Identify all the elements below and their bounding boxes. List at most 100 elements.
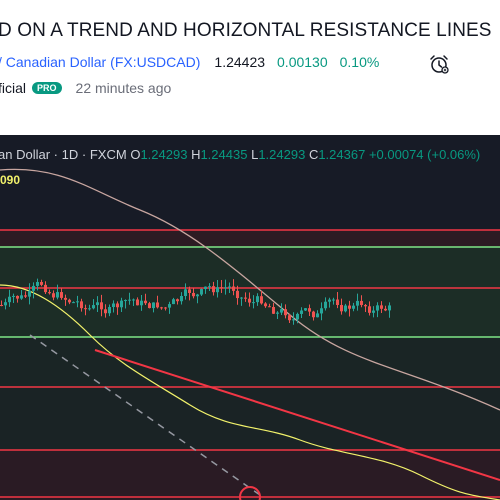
candle-body xyxy=(232,286,235,291)
candle-body xyxy=(120,300,123,308)
candle-body xyxy=(252,302,255,304)
legend-low-label: L xyxy=(251,147,259,162)
price-chart[interactable]: an Dollar · 1D · FXCM O1.24293 H1.24435 … xyxy=(0,135,500,500)
symbol-row: / Canadian Dollar (FX:USDCAD) 1.24423 0.001… xyxy=(0,54,379,74)
candle-body xyxy=(124,300,127,302)
candle-body xyxy=(332,299,335,301)
idea-title: D ON A TREND AND HORIZONTAL RESISTANCE L… xyxy=(0,20,492,41)
candle-body xyxy=(364,305,367,307)
candle-body xyxy=(352,305,355,309)
legend-open: 1.24293 xyxy=(140,147,188,162)
candle-body xyxy=(36,282,39,286)
alarm-clock-icon[interactable] xyxy=(428,53,450,75)
candle-body xyxy=(304,308,307,311)
candle-body xyxy=(72,302,75,304)
candle-body xyxy=(116,303,119,308)
symbol-name-link[interactable]: / Canadian Dollar xyxy=(0,54,107,70)
candle-body xyxy=(192,292,195,297)
candle-body xyxy=(4,302,7,306)
legend-change: +0.00074 (+0.06%) xyxy=(368,147,481,162)
author-name[interactable]: ficial xyxy=(0,80,27,96)
candle-body xyxy=(132,299,135,301)
candle-body xyxy=(292,319,295,321)
candle-body xyxy=(180,295,183,302)
candle-body xyxy=(44,284,47,293)
candle-body xyxy=(144,300,147,304)
candle-body xyxy=(32,285,35,291)
candle-body xyxy=(84,308,87,310)
candle-body xyxy=(76,301,79,303)
candle-body xyxy=(224,287,227,289)
candle-body xyxy=(288,315,291,321)
candle-body xyxy=(248,298,251,303)
candle-body xyxy=(196,294,199,297)
candle-body xyxy=(296,313,299,320)
candle-body xyxy=(216,287,219,293)
candle-body xyxy=(96,302,99,306)
candle-body xyxy=(100,302,103,310)
candle-body xyxy=(260,296,263,304)
last-price: 1.24423 xyxy=(214,54,266,70)
candle-body xyxy=(88,308,91,310)
candle-body xyxy=(48,292,51,294)
candle-body xyxy=(0,305,3,306)
candle-body xyxy=(40,282,43,285)
candle-body xyxy=(104,309,107,314)
candle-body xyxy=(308,308,311,312)
candle-body xyxy=(240,297,243,299)
candle-body xyxy=(380,305,383,309)
moving-average-value: 090 xyxy=(0,173,21,187)
zone-green-low xyxy=(0,387,500,450)
marked-touch-circle xyxy=(239,486,261,500)
slow-moving-average xyxy=(0,168,500,411)
fast-moving-average xyxy=(0,284,500,500)
candle-body xyxy=(172,299,175,305)
candle-body xyxy=(56,292,59,298)
candle-body xyxy=(92,305,95,309)
candle-body xyxy=(8,296,11,303)
candle-body xyxy=(264,303,267,307)
candle-body xyxy=(268,306,271,308)
chart-canvas[interactable] xyxy=(0,135,500,500)
candle-body xyxy=(316,313,319,318)
candle-body xyxy=(300,310,303,314)
candle-body xyxy=(320,308,323,314)
candle-body xyxy=(236,290,239,299)
candle-body xyxy=(12,295,15,297)
candle-body xyxy=(328,299,331,302)
candle-body xyxy=(244,297,247,299)
candle-body xyxy=(360,300,363,306)
candle-body xyxy=(148,303,151,309)
candle-body xyxy=(60,292,63,298)
price-change: 0.00130 xyxy=(277,54,328,70)
legend-interval: 1D xyxy=(61,147,79,162)
legend-open-label: O xyxy=(130,147,141,162)
candle-body xyxy=(212,286,215,293)
candle-body xyxy=(112,303,115,308)
zone-green xyxy=(0,247,500,337)
legend-source: FXCM xyxy=(89,147,127,162)
candle-body xyxy=(68,299,71,303)
symbol-ticker-link[interactable]: (FX:USDCAD) xyxy=(110,54,201,70)
candle-body xyxy=(228,286,231,288)
candle-body xyxy=(140,300,143,306)
candle-body xyxy=(64,297,67,300)
candle-body xyxy=(284,309,287,316)
candle-body xyxy=(152,302,155,309)
candle-body xyxy=(80,301,83,309)
candle-body xyxy=(52,293,55,298)
candle-body xyxy=(220,287,223,289)
zone-red-bottom xyxy=(0,450,500,500)
legend-high-label: H xyxy=(191,147,201,162)
candle-body xyxy=(276,312,279,314)
descending-trend-line xyxy=(94,349,500,481)
candle-body xyxy=(160,307,163,309)
candle-body xyxy=(368,306,371,313)
candle-body xyxy=(348,305,351,309)
chart-legend: an Dollar · 1D · FXCM O1.24293 H1.24435 … xyxy=(0,147,480,162)
candle-body xyxy=(188,289,191,293)
candle-body xyxy=(324,301,327,309)
candle-body xyxy=(184,289,187,296)
legend-low: 1.24293 xyxy=(258,147,306,162)
candle-body xyxy=(344,305,347,312)
